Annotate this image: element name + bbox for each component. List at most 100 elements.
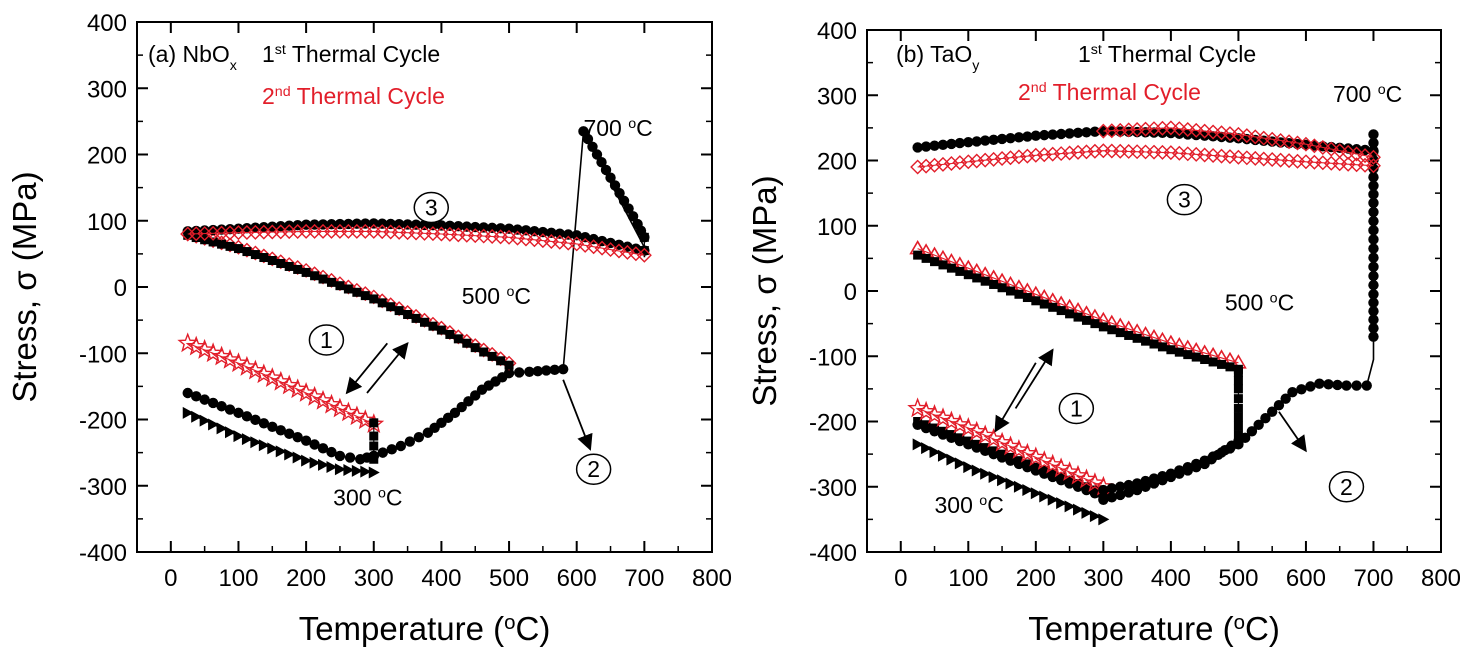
data-point xyxy=(571,230,582,241)
data-point xyxy=(587,141,598,152)
data-point xyxy=(963,461,975,474)
series xyxy=(910,143,1381,175)
data-point xyxy=(1003,150,1018,166)
data-point xyxy=(428,321,438,331)
data-point xyxy=(954,457,966,470)
data-point xyxy=(284,428,295,439)
data-point xyxy=(1067,464,1089,485)
data-point xyxy=(194,338,216,359)
series xyxy=(182,406,380,479)
data-point xyxy=(369,441,379,451)
data-point xyxy=(920,141,932,152)
data-point xyxy=(1368,289,1379,300)
data-point xyxy=(1166,345,1176,355)
data-point xyxy=(1005,132,1016,144)
data-point xyxy=(937,449,949,462)
series xyxy=(913,417,1108,498)
series xyxy=(912,438,1110,526)
data-point xyxy=(1233,403,1243,413)
data-point xyxy=(578,126,589,137)
data-point xyxy=(233,430,245,443)
data-point xyxy=(1050,457,1072,478)
y-tick-label: -400 xyxy=(809,540,857,567)
data-point xyxy=(1368,261,1379,273)
series xyxy=(1233,368,1243,440)
data-point xyxy=(250,250,260,260)
data-point xyxy=(368,466,380,479)
data-point xyxy=(1039,299,1049,309)
data-point xyxy=(1349,146,1365,162)
panel-b: 0 100 200 300 400 500 600 700 800 -400 -300 -200 -10… xyxy=(746,18,1460,647)
data-point xyxy=(470,390,481,401)
data-point xyxy=(979,135,991,146)
data-point xyxy=(921,420,931,430)
data-point xyxy=(462,338,472,348)
data-point xyxy=(952,155,968,171)
data-point xyxy=(946,430,956,440)
data-point xyxy=(996,133,1008,145)
data-point xyxy=(1107,325,1117,335)
data-point xyxy=(267,421,278,432)
data-point xyxy=(991,431,1013,452)
data-point xyxy=(1281,134,1297,150)
data-point xyxy=(1115,481,1126,492)
panel-label: (a) NbOx xyxy=(148,41,237,74)
data-point xyxy=(943,156,959,172)
data-point xyxy=(1157,342,1167,352)
data-point xyxy=(1298,136,1314,152)
data-point xyxy=(334,463,346,476)
data-point xyxy=(603,242,619,258)
data-point xyxy=(461,221,472,232)
data-point xyxy=(1048,302,1058,312)
series xyxy=(1368,129,1379,342)
y-tick-label: 300 xyxy=(87,76,127,103)
data-point xyxy=(1191,352,1201,362)
x-tick-label: 800 xyxy=(1421,565,1460,592)
data-point xyxy=(966,420,988,441)
data-point xyxy=(1332,143,1348,159)
data-point xyxy=(321,393,342,414)
data-point xyxy=(907,397,929,418)
circled-step-label: 2 xyxy=(575,453,612,485)
data-point xyxy=(1106,483,1117,494)
series xyxy=(907,397,1114,496)
data-point xyxy=(241,433,253,446)
data-point xyxy=(1253,419,1264,430)
data-point xyxy=(619,244,635,260)
data-point xyxy=(368,450,379,462)
data-point xyxy=(259,253,269,263)
data-point xyxy=(352,287,362,297)
data-point xyxy=(177,332,199,353)
data-point xyxy=(977,152,993,168)
data-point xyxy=(326,461,338,474)
data-point xyxy=(225,241,235,251)
x-tick-label: 600 xyxy=(1286,565,1326,592)
data-point xyxy=(1233,376,1243,386)
data-point xyxy=(1059,461,1080,481)
data-point xyxy=(393,218,405,230)
data-point xyxy=(225,426,237,439)
data-point xyxy=(1005,477,1017,490)
data-point xyxy=(318,274,328,284)
data-point xyxy=(955,266,965,276)
arrow xyxy=(1278,411,1307,453)
x-tick-label: 100 xyxy=(948,565,988,592)
data-point xyxy=(343,464,355,477)
data-point xyxy=(605,172,616,183)
data-point xyxy=(627,211,639,222)
data-point xyxy=(1000,435,1021,456)
data-point xyxy=(1341,380,1352,391)
data-point xyxy=(1106,492,1117,503)
data-point xyxy=(278,374,300,395)
data-point xyxy=(1089,126,1101,137)
data-point xyxy=(1031,462,1041,472)
data-point xyxy=(988,470,1000,483)
data-point xyxy=(404,436,416,447)
data-point xyxy=(385,218,396,230)
data-point xyxy=(503,367,515,379)
data-point xyxy=(1039,490,1051,503)
data-point xyxy=(1246,426,1258,437)
circled-step-label: 3 xyxy=(1166,183,1203,216)
data-point xyxy=(207,397,219,409)
